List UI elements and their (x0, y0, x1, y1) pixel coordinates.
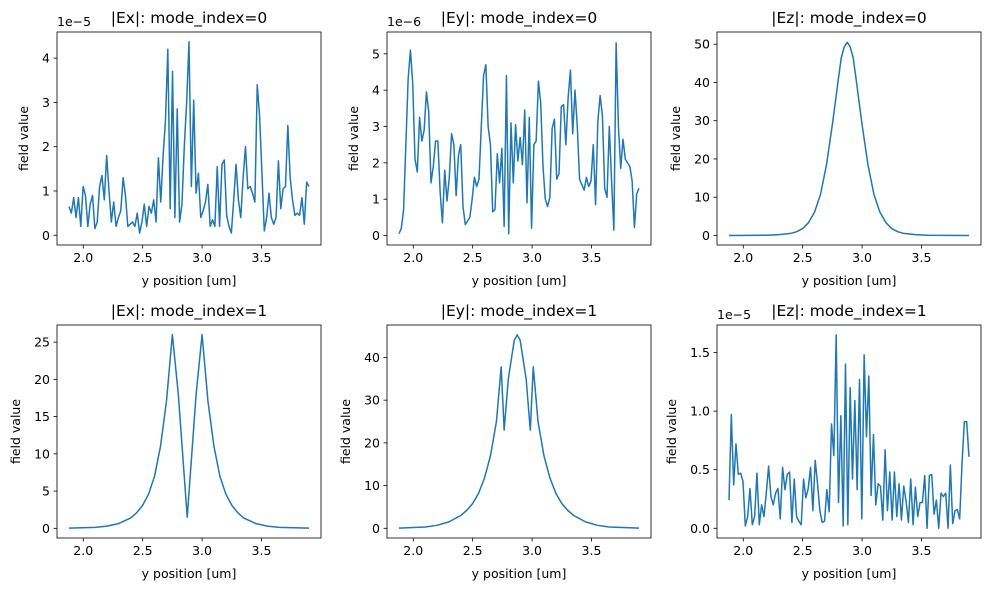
y-offset-label: 1e−6 (387, 14, 421, 29)
subplot-title: |Ex|: mode_index=1 (111, 302, 268, 321)
axes-frame (386, 324, 652, 539)
series-line (398, 42, 640, 235)
subplot-1: 2.0 2.5 3.0 3.5 0 1 2 3 4 5 |Ey|: mode_index=0y po… (346, 9, 652, 288)
y-tick-label: 1.5 (690, 345, 710, 360)
x-axis-label: y position [um] (802, 273, 897, 288)
x-tick-label: 2.5 (133, 250, 153, 265)
y-tick-label: 0 (702, 228, 710, 243)
y-tick-label: 0 (372, 228, 380, 243)
x-tick-label: 3.0 (522, 543, 542, 558)
y-tick-label: 25 (34, 335, 50, 350)
y-tick-label: 20 (34, 372, 50, 387)
y-tick-label: 4 (42, 51, 50, 66)
y-tick-label: 10 (694, 190, 710, 205)
y-axis-label: field value (16, 106, 31, 171)
y-tick-label: 0.5 (690, 462, 710, 477)
x-tick-label: 3.5 (912, 250, 932, 265)
y-tick-label: 3 (372, 119, 380, 134)
y-tick-label: 0 (42, 521, 50, 536)
subplot-4: 2.0 2.5 3.0 3.5 0 10 20 30 40 |Ey|: mode_index=1y… (338, 302, 652, 581)
y-tick-label: 40 (364, 350, 380, 365)
x-tick-label: 2.0 (73, 543, 93, 558)
x-tick-label: 3.5 (582, 250, 602, 265)
axes-frame (716, 324, 982, 539)
y-tick-label: 50 (694, 37, 710, 52)
y-axis-label: field value (346, 106, 361, 171)
x-tick-label: 2.5 (463, 543, 483, 558)
x-tick-label: 3.0 (192, 250, 212, 265)
x-tick-label: 2.0 (403, 543, 423, 558)
y-axis-label: field value (8, 399, 23, 464)
subplot-3: 2.0 2.5 3.0 3.5 0 5 10 15 20 25 |Ex|: mode_index=1… (8, 302, 322, 581)
x-tick-label: 3.5 (252, 543, 272, 558)
x-tick-label: 3.0 (852, 543, 872, 558)
x-tick-label: 3.0 (852, 250, 872, 265)
subplot-title: |Ey|: mode_index=0 (441, 9, 598, 28)
subplot-2: 2.0 2.5 3.0 3.5 0 10 20 30 40 50 |Ez|: mode_index=… (668, 9, 982, 288)
axes-frame (56, 324, 322, 539)
y-tick-label: 0 (372, 521, 380, 536)
y-tick-label: 1.0 (690, 404, 710, 419)
x-axis-label: y position [um] (142, 273, 237, 288)
series-line (728, 41, 970, 237)
y-tick-label: 20 (694, 151, 710, 166)
y-offset-label: 1e−5 (717, 307, 751, 322)
axes-frame (716, 31, 982, 246)
series-line (68, 40, 310, 234)
y-tick-label: 10 (364, 478, 380, 493)
y-tick-label: 5 (372, 46, 380, 61)
subplot-title: |Ey|: mode_index=1 (441, 302, 598, 321)
y-tick-label: 4 (372, 83, 380, 98)
x-axis-label: y position [um] (472, 273, 567, 288)
subplot-5: 2.0 2.5 3.0 3.5 0.0 0.5 1.0 1.5 |Ez|: mode_index… (664, 302, 982, 581)
y-tick-label: 30 (694, 113, 710, 128)
x-axis-label: y position [um] (142, 566, 237, 581)
x-tick-label: 3.0 (522, 250, 542, 265)
y-tick-label: 2 (372, 155, 380, 170)
subplot-0: 2.0 2.5 3.0 3.5 0 1 2 3 4 |Ex|: mode_index=0y pos… (16, 9, 322, 288)
y-tick-label: 30 (364, 393, 380, 408)
x-tick-label: 3.5 (912, 543, 932, 558)
subplot-title: |Ez|: mode_index=1 (771, 302, 926, 321)
axes-frame (56, 31, 322, 246)
series-line (398, 334, 640, 529)
x-tick-label: 2.0 (73, 250, 93, 265)
y-tick-label: 0.0 (690, 521, 710, 536)
x-tick-label: 2.5 (793, 543, 813, 558)
x-axis-label: y position [um] (472, 566, 567, 581)
y-axis-label: field value (338, 399, 353, 464)
x-tick-label: 3.0 (192, 543, 212, 558)
y-tick-label: 20 (364, 435, 380, 450)
x-axis-label: y position [um] (802, 566, 897, 581)
y-axis-label: field value (668, 106, 683, 171)
y-tick-label: 15 (34, 409, 50, 424)
subplot-title: |Ez|: mode_index=0 (771, 9, 926, 28)
y-tick-label: 1 (42, 183, 50, 198)
x-tick-label: 2.5 (463, 250, 483, 265)
x-tick-label: 2.5 (793, 250, 813, 265)
y-tick-label: 3 (42, 95, 50, 110)
x-tick-label: 3.5 (252, 250, 272, 265)
y-offset-label: 1e−5 (57, 14, 91, 29)
y-axis-label: field value (664, 399, 679, 464)
y-tick-label: 2 (42, 139, 50, 154)
x-tick-label: 3.5 (582, 543, 602, 558)
series-line (728, 334, 970, 530)
axes-frame (386, 31, 652, 246)
x-tick-label: 2.0 (403, 250, 423, 265)
y-tick-label: 40 (694, 75, 710, 90)
y-tick-label: 1 (372, 192, 380, 207)
y-tick-label: 10 (34, 446, 50, 461)
y-tick-label: 5 (42, 484, 50, 499)
subplot-title: |Ex|: mode_index=0 (111, 9, 268, 28)
series-line (68, 333, 310, 529)
x-tick-label: 2.5 (133, 543, 153, 558)
x-tick-label: 2.0 (733, 543, 753, 558)
x-tick-label: 2.0 (733, 250, 753, 265)
y-tick-label: 0 (42, 228, 50, 243)
